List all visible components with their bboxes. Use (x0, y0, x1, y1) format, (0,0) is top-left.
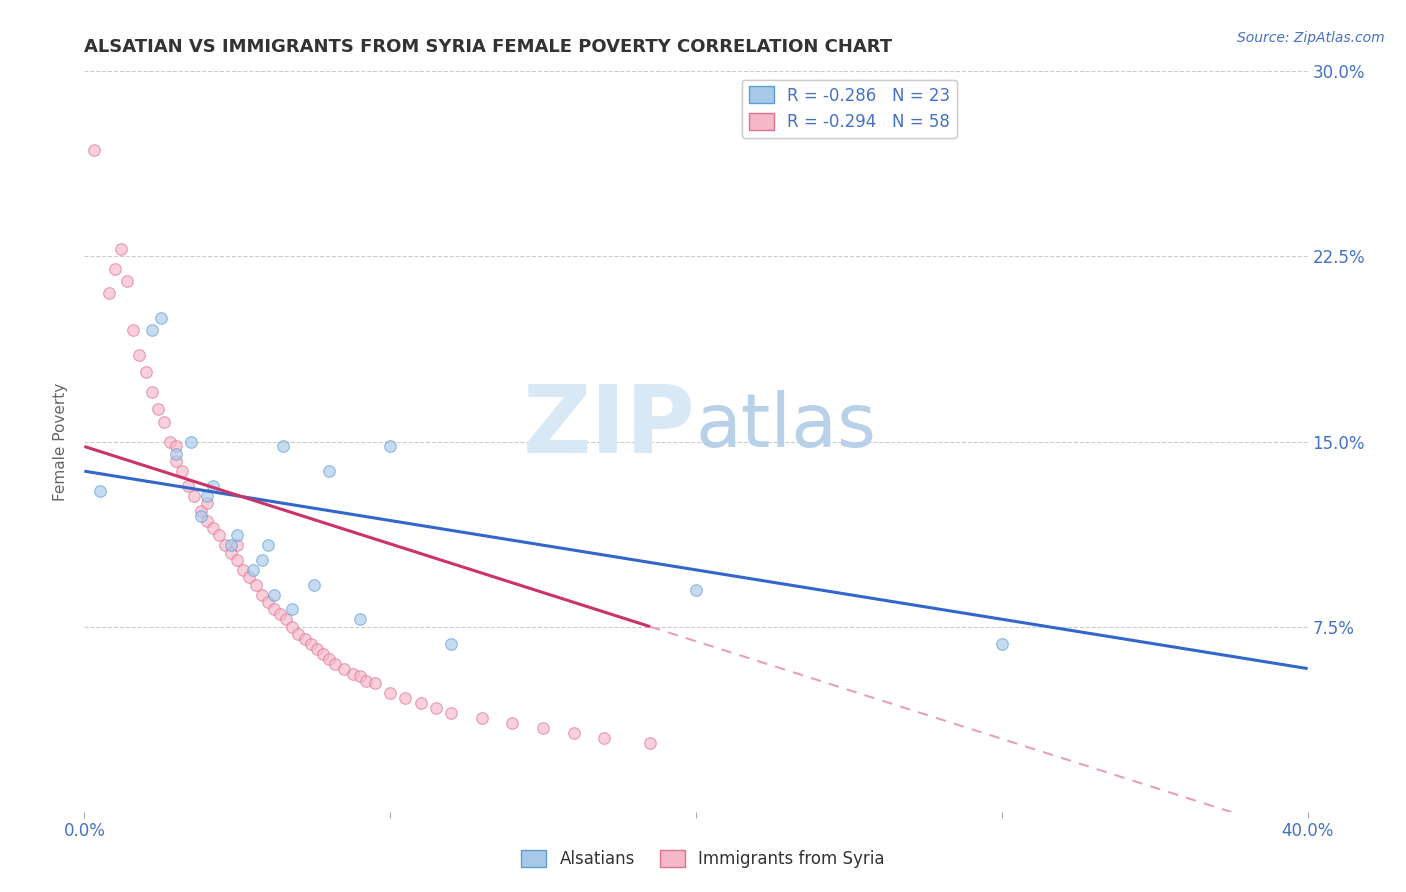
Point (257, 538, 280, 552)
Point (250, 553, 273, 567)
Point (638, 736, 661, 750)
Point (183, 489, 205, 503)
Point (226, 538, 249, 552)
Point (349, 669, 371, 683)
Point (214, 538, 236, 552)
Point (354, 673, 377, 688)
Point (281, 619, 304, 633)
Point (122, 324, 145, 338)
Point (153, 415, 176, 429)
Point (219, 546, 242, 560)
Point (271, 440, 294, 454)
Point (104, 261, 127, 276)
Point (190, 508, 212, 523)
Point (141, 385, 163, 400)
Point (593, 731, 616, 745)
Point (333, 662, 356, 676)
Point (180, 434, 202, 449)
Point (128, 348, 150, 362)
Legend: R = -0.286   N = 23, R = -0.294   N = 58: R = -0.286 N = 23, R = -0.294 N = 58 (742, 79, 956, 137)
Point (115, 274, 138, 288)
Point (165, 454, 187, 468)
Point (190, 503, 212, 517)
Y-axis label: Female Poverty: Female Poverty (53, 383, 69, 500)
Point (89, 483, 111, 498)
Point (991, 637, 1014, 651)
Point (149, 311, 172, 326)
Point (208, 528, 231, 542)
Point (323, 657, 346, 671)
Point (177, 479, 200, 493)
Point (263, 602, 285, 616)
Point (226, 528, 249, 542)
Point (238, 570, 260, 584)
Point (364, 676, 387, 690)
Point (250, 588, 273, 602)
Point (135, 366, 157, 380)
Point (302, 577, 325, 591)
Point (172, 464, 194, 478)
Point (471, 711, 494, 725)
Point (159, 434, 181, 449)
Text: ZIP: ZIP (523, 381, 696, 473)
Point (685, 582, 707, 597)
Point (318, 651, 340, 665)
Point (562, 725, 585, 739)
Point (146, 402, 169, 417)
Point (294, 632, 316, 646)
Point (201, 479, 224, 493)
Point (305, 641, 328, 656)
Legend: Alsatians, Immigrants from Syria: Alsatians, Immigrants from Syria (515, 843, 891, 875)
Point (226, 553, 249, 567)
Point (263, 588, 285, 602)
Point (165, 447, 187, 461)
Point (440, 637, 463, 651)
Point (502, 715, 524, 730)
Point (165, 440, 187, 454)
Point (281, 602, 304, 616)
Point (531, 721, 554, 735)
Point (257, 595, 280, 609)
Point (245, 577, 267, 591)
Point (242, 563, 264, 577)
Point (287, 627, 309, 641)
Point (312, 647, 335, 661)
Point (318, 464, 340, 478)
Point (380, 440, 402, 454)
Point (110, 242, 132, 256)
Point (425, 701, 447, 715)
Text: Source: ZipAtlas.com: Source: ZipAtlas.com (1237, 31, 1385, 45)
Text: atlas: atlas (696, 390, 877, 463)
Point (141, 324, 163, 338)
Point (195, 496, 218, 510)
Point (201, 521, 224, 535)
Point (380, 686, 402, 700)
Point (342, 666, 364, 681)
Point (299, 637, 322, 651)
Point (394, 691, 416, 706)
Point (232, 563, 254, 577)
Point (97, 286, 120, 301)
Point (409, 696, 432, 710)
Point (195, 489, 218, 503)
Point (440, 706, 463, 720)
Point (219, 538, 242, 552)
Point (269, 607, 291, 622)
Point (349, 612, 371, 626)
Text: ALSATIAN VS IMMIGRANTS FROM SYRIA FEMALE POVERTY CORRELATION CHART: ALSATIAN VS IMMIGRANTS FROM SYRIA FEMALE… (84, 38, 893, 56)
Point (195, 514, 218, 528)
Point (276, 612, 298, 626)
Point (83, 144, 105, 158)
